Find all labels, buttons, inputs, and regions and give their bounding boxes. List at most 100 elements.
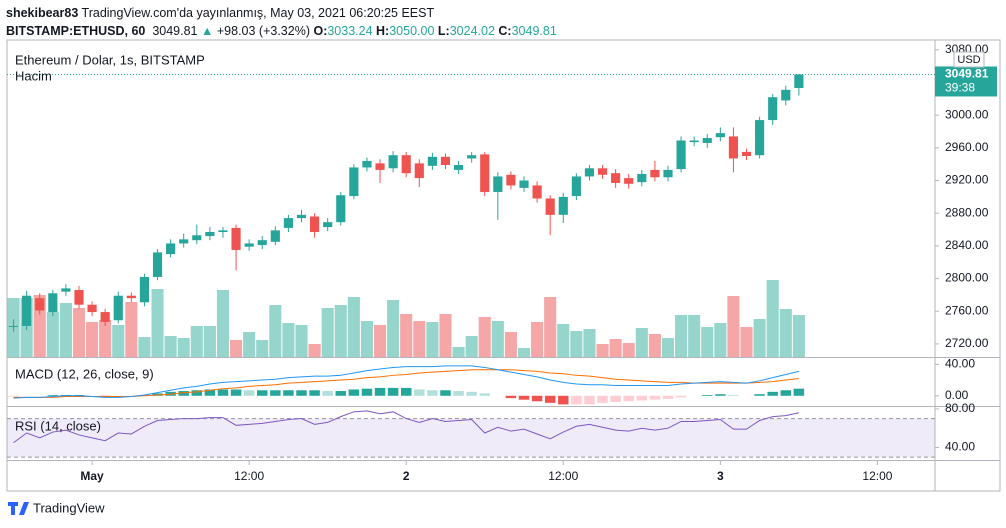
candle-body xyxy=(794,74,804,89)
volume-bar xyxy=(334,305,347,357)
histogram-bar xyxy=(715,394,726,396)
histogram-bar xyxy=(780,390,792,396)
candle-body xyxy=(179,239,189,244)
volume-bar xyxy=(373,325,387,357)
y-tick-label: 2760.00 xyxy=(945,303,989,317)
histogram-bar xyxy=(191,390,203,396)
volume-bar xyxy=(256,340,269,357)
volume-bar xyxy=(151,289,164,357)
candle-body xyxy=(323,222,333,228)
volume-bar xyxy=(282,323,295,357)
volume-bar xyxy=(675,315,688,357)
volume-bar xyxy=(295,325,308,357)
candle-body xyxy=(715,133,725,138)
histogram-bar xyxy=(754,394,765,396)
histogram-bar xyxy=(296,390,307,396)
volume-bar xyxy=(86,322,99,357)
x-tick-label: 12:00 xyxy=(548,469,578,483)
volume-title: Hacim xyxy=(15,68,52,83)
candle-body xyxy=(166,243,176,255)
volume-bar xyxy=(125,302,138,357)
histogram-bar xyxy=(243,390,255,396)
candle-body xyxy=(768,97,778,121)
candle-body xyxy=(139,276,150,303)
histogram-bar xyxy=(361,388,373,396)
volume-bar xyxy=(400,314,413,357)
c-label: C: xyxy=(498,24,512,38)
candle-body xyxy=(571,176,581,197)
candle-body xyxy=(545,198,555,215)
l: 3024.02 xyxy=(449,24,495,38)
candle-body xyxy=(48,293,58,313)
logo-icon xyxy=(8,502,29,515)
x-tick-label: 12:00 xyxy=(862,469,892,483)
histogram-bar xyxy=(466,391,477,396)
candle-body xyxy=(152,252,163,277)
published: TradingView.com'da yayınlanmış, May 03, … xyxy=(81,6,435,20)
y-tick-label: 40.00 xyxy=(945,440,975,454)
signal-line xyxy=(13,369,799,398)
histogram-bar xyxy=(662,395,674,399)
candle-body xyxy=(650,169,660,178)
y-tick-label: 0.00 xyxy=(945,388,969,402)
volume-bar xyxy=(504,332,517,357)
histogram-bar xyxy=(505,395,517,399)
x-tick-label: 12:00 xyxy=(234,469,264,483)
histogram-bar xyxy=(597,395,608,403)
volume-bar xyxy=(360,321,373,357)
volume-bar xyxy=(347,297,360,357)
candle-body xyxy=(362,160,372,168)
histogram-bar xyxy=(348,389,360,396)
o-label: O: xyxy=(313,24,328,38)
volume-bar xyxy=(596,344,609,357)
volume-bar xyxy=(439,314,452,357)
y-tick-label: 40.00 xyxy=(945,356,975,370)
histogram-bar xyxy=(558,395,569,405)
candle-body xyxy=(728,136,739,159)
volume-bar xyxy=(557,324,570,357)
histogram-bar xyxy=(453,391,464,396)
candle-body xyxy=(296,214,307,219)
histogram-bar xyxy=(793,388,805,396)
candle-body xyxy=(781,89,791,101)
histogram-bar xyxy=(47,394,59,396)
y-tick-label: 2880.00 xyxy=(945,205,989,219)
histogram-bar xyxy=(571,395,582,405)
candle-body xyxy=(126,295,136,299)
pane-title: RSI (14, close) xyxy=(15,418,101,433)
volume-bar xyxy=(544,297,557,357)
candle-body xyxy=(257,240,267,246)
candle-body xyxy=(401,155,411,174)
macd-line xyxy=(13,365,799,399)
candle-body xyxy=(74,290,84,305)
logo: TradingView xyxy=(8,500,105,515)
histogram-bar xyxy=(518,395,530,400)
volume-bar xyxy=(753,319,766,357)
volume-bar xyxy=(426,322,439,357)
histogram-bar xyxy=(414,389,425,396)
volume-bar xyxy=(203,326,216,357)
h-label: H: xyxy=(376,24,390,38)
last-price-box xyxy=(935,66,997,97)
currency-box xyxy=(953,51,985,68)
volume-bar xyxy=(583,329,596,357)
volume-bar xyxy=(452,347,465,357)
candle-body xyxy=(388,155,398,169)
header-line: shekibear83 TradingView.com'da yayınlanm… xyxy=(6,4,557,22)
h: 3050.00 xyxy=(389,24,435,38)
histogram-bar xyxy=(335,391,347,396)
candle-body xyxy=(336,195,346,223)
histogram-bar xyxy=(8,395,19,397)
volume-bar xyxy=(531,322,544,357)
volume-bar xyxy=(570,331,583,357)
candle-body xyxy=(741,151,752,157)
volume-bar xyxy=(517,348,531,357)
currency: USD xyxy=(957,54,980,66)
candle-body xyxy=(493,176,503,192)
histogram-bar xyxy=(322,391,333,396)
candle-body xyxy=(427,156,437,166)
volume-bar xyxy=(99,320,112,357)
volume-bar xyxy=(138,337,151,357)
o: 3033.24 xyxy=(327,24,373,38)
